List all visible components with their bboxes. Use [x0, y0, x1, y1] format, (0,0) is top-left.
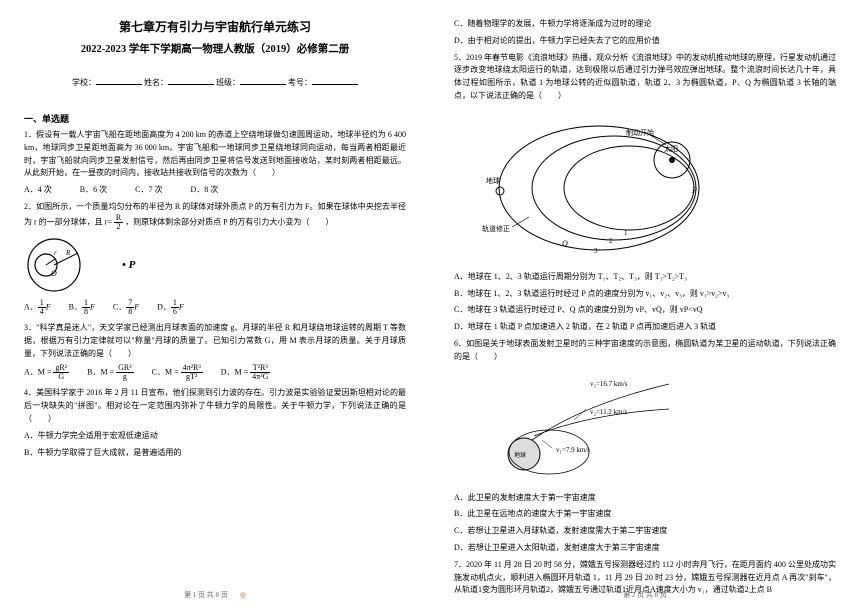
q2-text: 2．如图所示，一个质量均匀分布的半径为 R 的球体对球外质点 P 的万有引力为 … — [24, 201, 406, 231]
svg-text:v₂=11.2 km/s: v₂=11.2 km/s — [590, 408, 628, 416]
q4-opt-c[interactable]: C．随着物理学的发展，牛顿力学将逐渐成为过时的理论 — [454, 18, 836, 31]
q3-text: 3．"科学真是迷人"，天文学家已经测出月球表面的加速度 g、月球的半径 R 和月… — [24, 322, 406, 360]
svg-text:地球: 地球 — [514, 451, 526, 459]
page-1: 第七章万有引力与宇宙航行单元练习 2022-2023 学年下学期高一物理人教版（… — [0, 0, 430, 608]
id-blank[interactable] — [312, 74, 358, 85]
q1-opt-d[interactable]: D．8 次 — [190, 184, 218, 195]
svg-text:1: 1 — [624, 229, 628, 237]
q4-text: 4．美国科学家于 2016 年 2 月 11 日宣布，他们探测到引力波的存在。引… — [24, 387, 406, 425]
brake-label: 制动开始 — [626, 128, 654, 137]
q3-opt-a[interactable]: A．M = gR²G — [24, 364, 69, 381]
id-label: 考号： — [288, 78, 312, 87]
q2-opt-b[interactable]: B．18F — [69, 299, 95, 316]
name-label: 姓名： — [144, 78, 168, 87]
svg-text:R: R — [65, 249, 71, 257]
q5-opt-a[interactable]: A．地球在 1、2、3 轨道运行周期分别为 T₁、T₂、T₃，则 T₁>T₂>T… — [454, 271, 836, 284]
q2-opt-c[interactable]: C．78F — [113, 299, 139, 316]
q6-opt-d[interactable]: D．若想让卫星进入太阳轨道，发射速度大于第三宇宙速度 — [454, 542, 836, 555]
correct-label: 轨道修正 — [482, 224, 510, 233]
q2-circle-svg: O r R — [24, 235, 94, 295]
q5-text: 5．2019 年春节电影《流浪地球》热播，观众分析《流浪地球》中的发动机推动地球… — [454, 52, 836, 103]
q1-options: A．4 次 B．6 次 C．7 次 D．8 次 — [24, 184, 406, 195]
q6-opt-b[interactable]: B．此卫星在远地点的速度大于第一宇宙速度 — [454, 508, 836, 521]
q3-opt-d[interactable]: D．M = T²R³4π²G — [221, 364, 271, 381]
q6-text: 6．如图是关于地球表面发射卫星时的三种宇宙速度的示意图，椭圆轨道为某卫星的运动轨… — [454, 338, 836, 364]
q5-orbit-diagram: 太阳 地球 制动开始 轨道修正 P Q 1 2 3 — [454, 113, 714, 263]
q6-opt-a[interactable]: A．此卫星的发射速度大于第一宇宙速度 — [454, 492, 836, 505]
earth-label: 地球 — [486, 176, 500, 185]
q4-opt-d[interactable]: D．由于相对论的提出，牛顿力学已经失去了它的应用价值 — [454, 35, 836, 48]
svg-text:3: 3 — [594, 247, 598, 255]
q2-P-label: • P — [122, 259, 135, 271]
q3-opt-b[interactable]: B．M = GR²g — [87, 364, 133, 381]
q6-opt-c[interactable]: C．若想让卫星进入月球轨道，发射速度需大于第二宇宙速度 — [454, 525, 836, 538]
svg-text:Q: Q — [562, 239, 568, 248]
svg-text:P: P — [691, 186, 697, 195]
svg-text:v₁=7.9 km/s: v₁=7.9 km/s — [556, 446, 590, 454]
q4-opt-b[interactable]: B．牛顿力学取得了巨大成就，是普遍适用的 — [24, 447, 406, 460]
section-1-heading: 一、单选题 — [24, 112, 406, 125]
footer-left: 第 1 页 共 8 页◎ — [0, 590, 430, 600]
class-label: 班级： — [216, 78, 240, 87]
school-blank[interactable] — [96, 74, 142, 85]
q3-opt-c[interactable]: C．M = 4π²R³gT² — [152, 364, 203, 381]
q2-opt-a[interactable]: A．14F — [24, 299, 51, 316]
class-blank[interactable] — [240, 74, 286, 85]
svg-text:O: O — [51, 269, 57, 278]
svg-text:v₃=16.7 km/s: v₃=16.7 km/s — [590, 380, 628, 388]
chapter-title: 第七章万有引力与宇宙航行单元练习 — [24, 18, 406, 35]
q4-opt-a[interactable]: A．牛顿力学完全适用于宏观低速运动 — [24, 430, 406, 443]
q1-opt-a[interactable]: A．4 次 — [24, 184, 52, 195]
q1-opt-b[interactable]: B．6 次 — [80, 184, 107, 195]
student-info-line: 学校： 姓名： 班级： 考号： — [24, 74, 406, 88]
star-icon: ◎ — [240, 591, 246, 599]
q1-opt-c[interactable]: C．7 次 — [135, 184, 162, 195]
q2-text-b: ，则原球体剩余部分对质点 P 的万有引力大小变为（ ） — [125, 217, 333, 226]
page-container: 第七章万有引力与宇宙航行单元练习 2022-2023 学年下学期高一物理人教版（… — [0, 0, 860, 608]
svg-text:2: 2 — [609, 237, 613, 245]
svg-text:r: r — [54, 249, 57, 257]
name-blank[interactable] — [168, 74, 214, 85]
q3-options: A．M = gR²G B．M = GR²g C．M = 4π²R³gT² D．M… — [24, 364, 406, 381]
sun-label: 太阳 — [664, 144, 678, 153]
q2-opt-d[interactable]: D．16F — [157, 299, 184, 316]
q2-frac: R2 — [114, 214, 123, 231]
school-label: 学校： — [72, 78, 96, 87]
page-2: C．随着物理学的发展，牛顿力学将逐渐成为过时的理论 D．由于相对论的提出，牛顿力… — [430, 0, 860, 608]
q5-opt-c[interactable]: C．地球在 3 轨道运行时经过 P、Q 点的速度分别为 vP、vQ，则 vP<v… — [454, 304, 836, 317]
q2-options: A．14F B．18F C．78F D．16F — [24, 299, 406, 316]
q5-opt-d[interactable]: D．地球在 1 轨道 P 点加速进入 2 轨道，在 2 轨道 P 点再加速后进入… — [454, 321, 836, 334]
q2-figure: O r R • P — [24, 235, 406, 295]
exam-subtitle: 2022-2023 学年下学期高一物理人教版（2019）必修第二册 — [24, 41, 406, 56]
footer-right: 第 2 页 共 8 页 — [430, 590, 860, 600]
q1-text: 1．假设有一载人宇宙飞船在距地面高度为 4 200 km 的赤道上空绕地球做匀速… — [24, 129, 406, 180]
q5-opt-b[interactable]: B．地球在 1、2、3 轨道运行时经过 P 点的速度分别为 v₁、v₂、v₃，则… — [454, 288, 836, 301]
q6-velocity-diagram: 地球 v₃=16.7 km/s v₂=11.2 km/s v₁=7.9 km/s — [494, 374, 674, 484]
